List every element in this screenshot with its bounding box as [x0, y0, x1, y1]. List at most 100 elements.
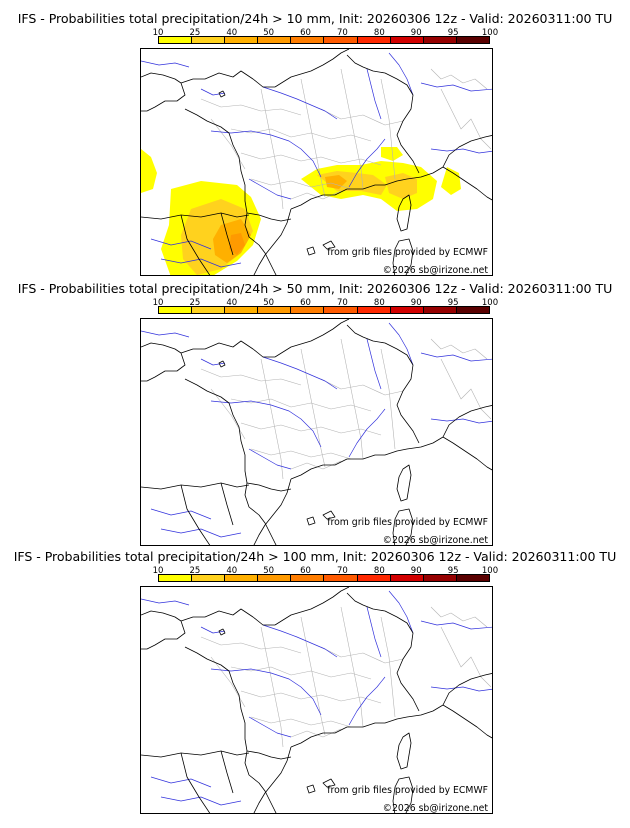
river: [210, 130, 322, 178]
map-frame: from grib files provided by ECMWF ©2026 …: [140, 586, 493, 814]
country-border: [220, 750, 234, 794]
region-boundary: [250, 716, 352, 728]
river: [150, 776, 212, 788]
small-island: [322, 778, 336, 788]
river: [348, 138, 386, 188]
region-boundary: [340, 338, 364, 460]
country-border: [246, 750, 292, 760]
scale-cell: [291, 575, 325, 581]
color-scale-labels: 10 25 40 50 60 70 80 90 95 100: [153, 28, 499, 38]
region-boundary: [260, 626, 284, 748]
region-boundary: [200, 636, 302, 654]
precip-area: [441, 167, 461, 195]
river: [248, 716, 292, 738]
scale-cell: [456, 37, 489, 43]
region-boundary: [230, 128, 372, 142]
coastline: [141, 750, 250, 758]
scale-label-60: 60: [300, 28, 311, 38]
scale-cell: [324, 575, 358, 581]
river: [210, 400, 322, 448]
scale-label-90: 90: [410, 298, 422, 308]
river: [430, 148, 492, 154]
region-boundary: [380, 348, 396, 450]
region-boundary: [210, 388, 246, 440]
coastline: [141, 72, 182, 84]
country-border: [346, 324, 414, 366]
river: [210, 668, 322, 716]
scale-label-90: 90: [410, 28, 422, 38]
river: [141, 60, 190, 68]
coastline: [442, 166, 492, 201]
region-boundary: [380, 616, 396, 718]
scale-cell: [456, 307, 489, 313]
scale-cell: [390, 307, 424, 313]
region-boundary: [250, 178, 352, 190]
coastline: [253, 478, 292, 545]
scale-cell: [423, 37, 457, 43]
country-border: [246, 212, 292, 222]
scale-cell: [192, 575, 226, 581]
france-map: [141, 49, 492, 275]
coastline: [274, 319, 350, 358]
precip-area: [141, 149, 157, 193]
france-map: [141, 587, 492, 813]
scale-label-70: 70: [337, 566, 348, 576]
region-boundary: [340, 606, 364, 728]
coastline: [141, 482, 250, 490]
coastline: [274, 49, 350, 88]
river: [430, 686, 492, 692]
river: [262, 86, 338, 120]
credit-source: from grib files provided by ECMWF: [327, 247, 488, 258]
scale-cell: [159, 307, 193, 313]
sardinia-island: [392, 238, 414, 275]
credit-source: from grib files provided by ECMWF: [327, 517, 488, 528]
region-boundary: [200, 98, 302, 116]
map-frame: from grib files provided by ECMWF ©2026 …: [140, 48, 493, 276]
credit-copyright: ©2026 sb@irizone.net: [382, 803, 488, 814]
scale-label-100: 100: [481, 298, 499, 308]
country-border: [346, 54, 414, 96]
corsica-island: [396, 464, 412, 502]
coastline: [442, 436, 492, 471]
coastline: [180, 608, 275, 626]
color-scale-bar: [158, 574, 490, 582]
river: [141, 330, 190, 338]
small-island: [322, 510, 336, 520]
small-island: [306, 784, 316, 794]
coastline: [290, 166, 444, 210]
corsica-island: [396, 732, 412, 770]
scale-label-10: 10: [152, 28, 164, 38]
coastline: [141, 342, 182, 354]
credit-copyright: ©2026 sb@irizone.net: [382, 535, 488, 546]
small-island: [218, 90, 226, 98]
region-boundary: [430, 338, 488, 360]
small-island: [306, 516, 316, 526]
river: [160, 796, 242, 806]
region-boundary: [200, 368, 302, 386]
coastline: [141, 212, 250, 220]
scale-label-25: 25: [189, 566, 201, 576]
country-border: [396, 632, 420, 712]
coastline: [442, 135, 492, 168]
scale-cell: [423, 575, 457, 581]
river: [420, 620, 492, 630]
map-panel-50mm: IFS - Probabilities total precipitation/…: [18, 281, 612, 546]
river: [348, 676, 386, 726]
credit-source: from grib files provided by ECMWF: [327, 785, 488, 796]
scale-label-40: 40: [226, 566, 238, 576]
river: [348, 408, 386, 458]
scale-label-70: 70: [337, 28, 348, 38]
scale-cell: [357, 37, 391, 43]
scale-cell: [159, 37, 193, 43]
scale-label-40: 40: [226, 28, 238, 38]
coastline: [442, 704, 492, 739]
scale-label-60: 60: [300, 566, 311, 576]
scale-cell: [225, 575, 259, 581]
country-border: [180, 214, 211, 275]
region-boundary: [230, 666, 372, 680]
panel-title: IFS - Probabilities total precipitation/…: [13, 549, 617, 564]
coastline: [442, 405, 492, 438]
region-boundary: [340, 68, 364, 190]
coastline: [141, 620, 186, 650]
river: [388, 322, 414, 366]
